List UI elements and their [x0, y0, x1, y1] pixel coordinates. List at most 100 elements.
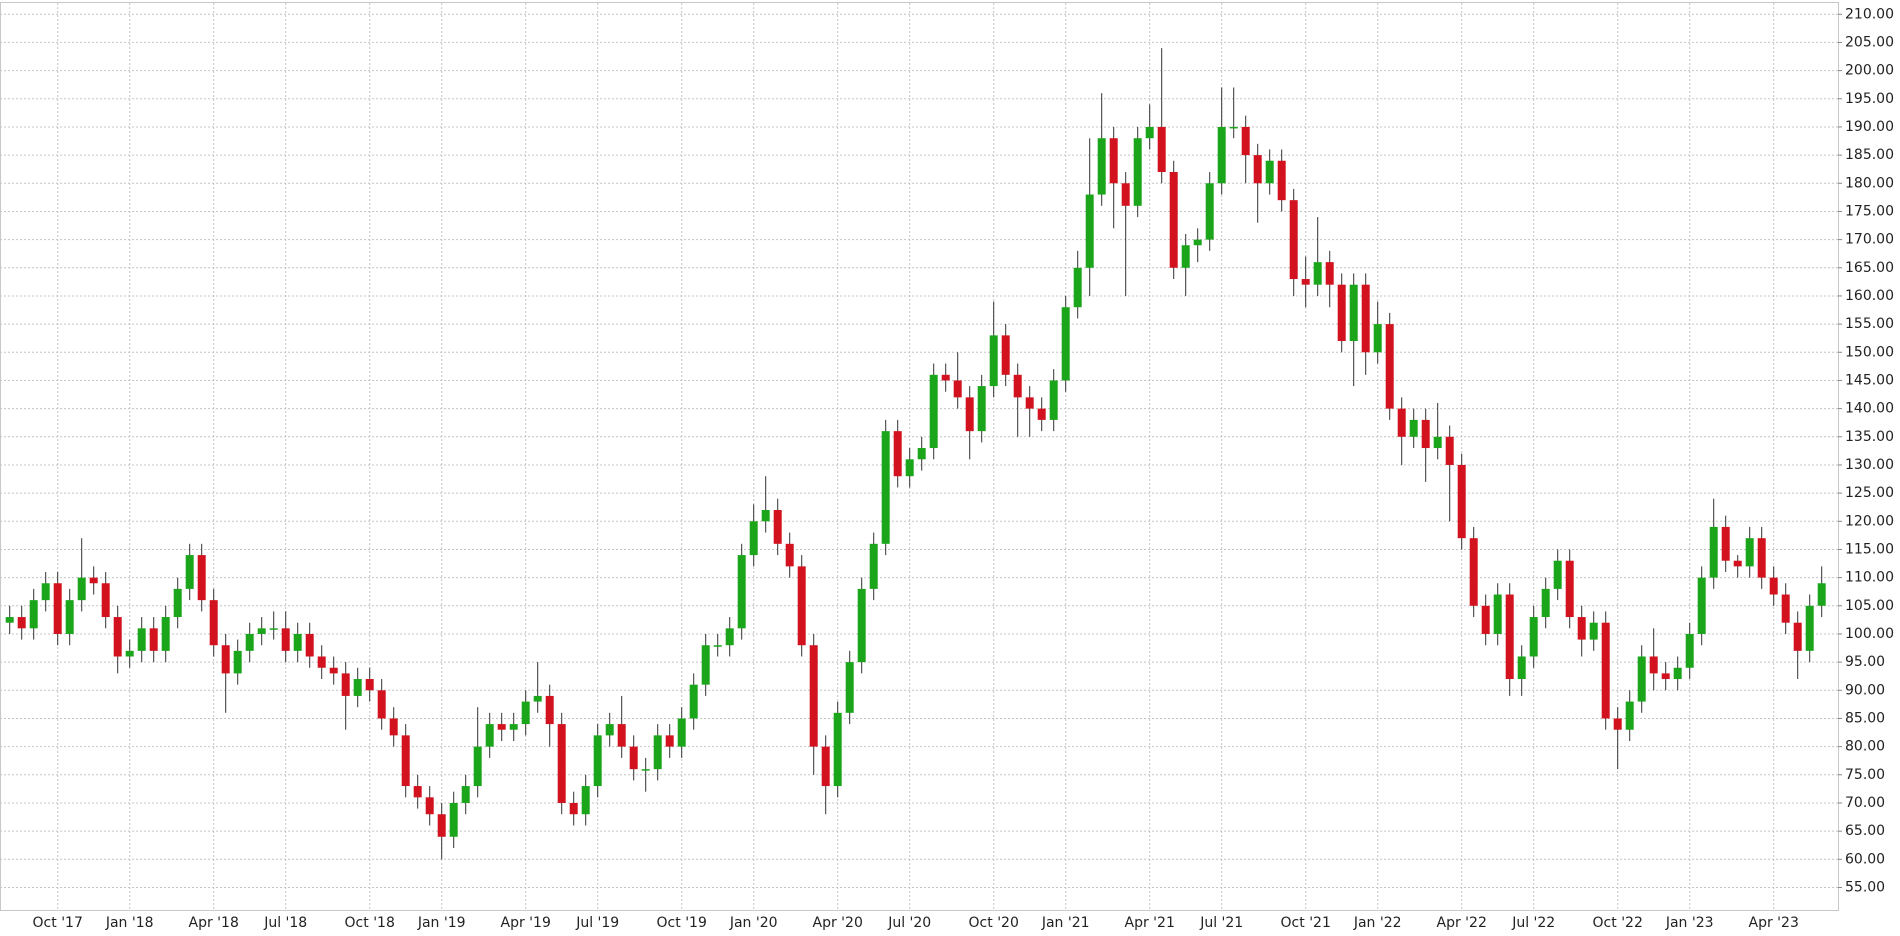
candle-body — [1313, 262, 1322, 285]
candle-body — [1217, 126, 1226, 184]
candle-body — [221, 645, 230, 674]
candle-body — [1337, 284, 1346, 342]
candle-body — [581, 786, 590, 815]
x-tick-label: Jul '20 — [887, 915, 931, 931]
x-tick-label: Apr '22 — [1437, 915, 1487, 931]
candle-body — [1601, 622, 1610, 719]
y-tick-label: 205.00 — [1845, 34, 1894, 50]
y-tick-label: 85.00 — [1845, 710, 1885, 726]
candle-body — [845, 662, 854, 713]
candle-body — [1181, 245, 1190, 268]
candle-body — [449, 802, 458, 837]
candle-body — [53, 583, 62, 634]
y-tick-label: 175.00 — [1845, 203, 1894, 219]
candle-body — [653, 735, 662, 770]
y-tick-label: 155.00 — [1845, 316, 1894, 332]
candle-body — [1793, 622, 1802, 651]
candle-body — [377, 690, 386, 719]
candle-body — [1025, 397, 1034, 409]
candle-body — [89, 577, 98, 584]
candle-body — [1061, 307, 1070, 381]
candle-body — [29, 600, 38, 629]
candle-body — [77, 577, 86, 601]
x-tick-label: Apr '23 — [1749, 915, 1799, 931]
candle-body — [1733, 560, 1742, 567]
candle-body — [1145, 126, 1154, 139]
candle-body — [1517, 656, 1526, 680]
x-tick-label: Jan '18 — [105, 915, 154, 931]
candle-body — [1229, 126, 1238, 129]
candle-body — [1577, 617, 1586, 640]
candle-body — [1493, 594, 1502, 634]
candle-body — [869, 543, 878, 589]
candle-body — [1241, 126, 1250, 156]
candle-body — [485, 724, 494, 747]
candle-body — [1001, 335, 1010, 375]
y-tick-label: 210.00 — [1845, 6, 1894, 22]
candle-body — [1697, 577, 1706, 634]
candle-body — [1757, 538, 1766, 578]
candle-body — [1721, 526, 1730, 561]
y-tick-label: 145.00 — [1845, 372, 1894, 388]
candle-body — [1037, 408, 1046, 420]
candle-body — [1745, 538, 1754, 567]
candle-body — [1625, 701, 1634, 730]
candle-body — [1709, 526, 1718, 578]
candle-body — [809, 645, 818, 747]
candle-body — [929, 374, 938, 449]
y-tick-label: 65.00 — [1845, 823, 1885, 839]
candle-body — [593, 735, 602, 787]
candle-body — [1397, 408, 1406, 437]
y-tick-label: 70.00 — [1845, 795, 1885, 811]
candle-body — [821, 746, 830, 787]
x-tick-label: Oct '21 — [1281, 915, 1331, 931]
candle-body — [797, 566, 806, 646]
candle-body — [1481, 605, 1490, 634]
candle-body — [41, 583, 50, 601]
y-tick-label: 130.00 — [1845, 457, 1894, 473]
candle-body — [401, 735, 410, 787]
candle-body — [785, 543, 794, 567]
candle-body — [665, 735, 674, 747]
candle-body — [917, 448, 926, 460]
candle-body — [1805, 605, 1814, 651]
candle-body — [173, 588, 182, 618]
candle-body — [953, 380, 962, 398]
candle-body — [677, 718, 686, 747]
y-tick-label: 95.00 — [1845, 654, 1885, 670]
y-tick-label: 190.00 — [1845, 119, 1894, 135]
candle-body — [689, 684, 698, 719]
candle-body — [761, 510, 770, 522]
y-tick-label: 125.00 — [1845, 485, 1894, 501]
candle-body — [1673, 667, 1682, 680]
candle-body — [1049, 380, 1058, 420]
x-tick-label: Jul '18 — [263, 915, 307, 931]
candle-body — [905, 459, 914, 477]
candle-body — [545, 695, 554, 725]
candle-body — [365, 679, 374, 691]
candle-body — [965, 397, 974, 432]
y-tick-label: 160.00 — [1845, 288, 1894, 304]
candle-body — [701, 645, 710, 685]
candle-body — [437, 814, 446, 837]
candle-body — [461, 786, 470, 803]
candle-body — [1469, 538, 1478, 606]
candle-body — [1097, 138, 1106, 195]
candle-body — [1565, 560, 1574, 618]
y-tick-label: 60.00 — [1845, 851, 1885, 867]
candle-body — [341, 673, 350, 696]
candle-body — [209, 600, 218, 646]
x-tick-label: Jan '22 — [1353, 915, 1402, 931]
candle-body — [569, 802, 578, 815]
y-tick-label: 110.00 — [1845, 570, 1894, 586]
candle-body — [269, 628, 278, 630]
candle-body — [1541, 588, 1550, 618]
candle-body — [245, 633, 254, 651]
x-tick-label: Oct '17 — [33, 915, 83, 931]
candle-body — [713, 645, 722, 647]
candle-body — [1613, 718, 1622, 730]
candle-body — [1013, 374, 1022, 398]
x-tick-label: Oct '19 — [657, 915, 707, 931]
candle-body — [509, 724, 518, 730]
x-tick-label: Oct '18 — [345, 915, 395, 931]
